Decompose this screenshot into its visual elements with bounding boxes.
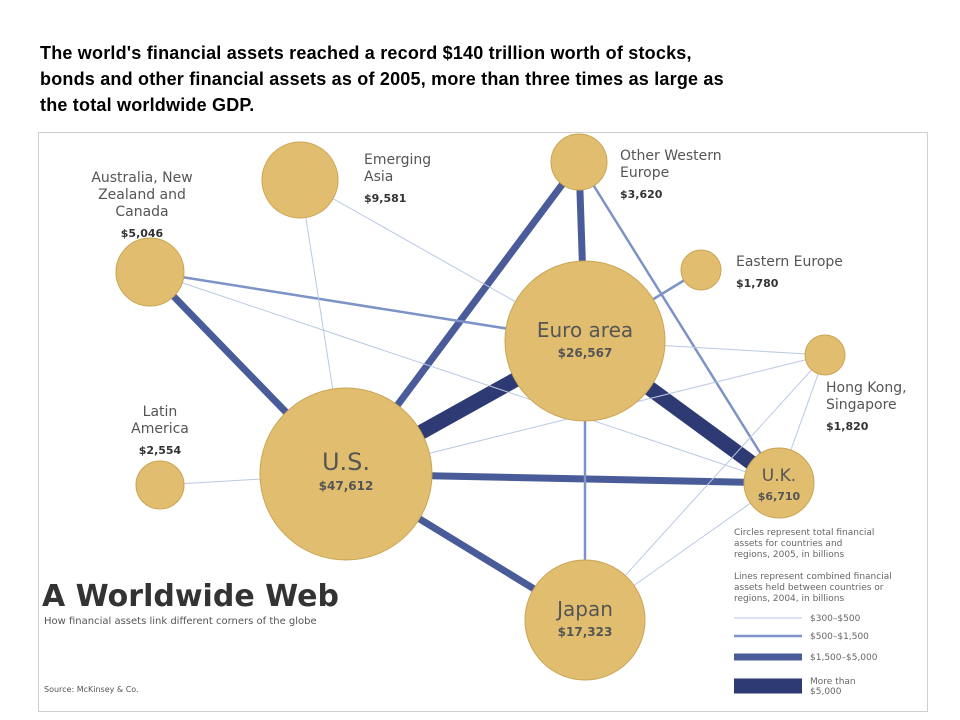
node-value-uk: $6,710 — [758, 490, 801, 503]
node-label-other-western-europe: Europe — [620, 165, 669, 181]
page-caption: The world's financial assets reached a r… — [40, 40, 940, 118]
link-other-western-europe-uk — [577, 161, 781, 484]
node-label-emerging-asia: Emerging — [364, 152, 431, 168]
node-value-emerging-asia: $9,581 — [364, 192, 406, 205]
node-label-other-western-europe: Other Western — [620, 148, 722, 164]
legend-tier-label: $300–$500 — [810, 614, 861, 624]
node-label-japan: Japan — [555, 597, 613, 621]
node-uk — [743, 447, 815, 519]
node-label-uk: U.K. — [762, 466, 796, 486]
legend-lines-note: regions, 2004, in billions — [734, 594, 844, 604]
legend-tier-label: $5,000 — [810, 687, 842, 697]
node-value-japan: $17,323 — [558, 625, 613, 639]
node-label-australia-nz-canada: Zealand and — [98, 187, 186, 203]
node-hong-kong-singapore — [804, 334, 846, 376]
node-value-us: $47,612 — [319, 479, 374, 493]
node-emerging-asia — [261, 141, 339, 219]
legend-lines-note: assets held between countries or — [734, 583, 884, 593]
link-australia-nz-canada-uk — [149, 271, 780, 484]
figure-frame — [38, 132, 928, 712]
node-label-emerging-asia: Asia — [364, 169, 393, 185]
node-value-latin-america: $2,554 — [139, 444, 182, 457]
node-label-hong-kong-singapore: Singapore — [826, 397, 897, 413]
node-other-western-europe — [550, 133, 608, 191]
caption-line: the total worldwide GDP. — [40, 95, 255, 115]
node-label-us: U.S. — [322, 448, 370, 476]
legend-tier-label: More than — [810, 677, 856, 687]
node-label-australia-nz-canada: Australia, New — [91, 170, 192, 186]
node-value-eastern-europe: $1,780 — [736, 277, 779, 290]
node-label-latin-america: Latin — [143, 404, 178, 420]
node-us — [259, 387, 433, 561]
node-label-euro-area: Euro area — [537, 318, 633, 342]
legend-circles-note: assets for countries and — [734, 539, 842, 549]
figure-subtitle: How financial assets link different corn… — [44, 616, 317, 627]
node-value-australia-nz-canada: $5,046 — [121, 227, 164, 240]
legend-tier-label: $1,500–$5,000 — [810, 653, 878, 663]
legend-circles-note: Circles represent total financial — [734, 528, 874, 538]
node-value-hong-kong-singapore: $1,820 — [826, 420, 869, 433]
node-value-euro-area: $26,567 — [558, 346, 613, 360]
node-japan — [524, 559, 646, 681]
legend-circles-note: regions, 2005, in billions — [734, 550, 844, 560]
legend-lines-note: Lines represent combined financial — [734, 572, 892, 582]
node-label-australia-nz-canada: Canada — [115, 204, 168, 220]
links-layer — [147, 159, 826, 623]
caption-line: The world's financial assets reached a r… — [40, 43, 692, 63]
node-value-other-western-europe: $3,620 — [620, 188, 663, 201]
node-australia-nz-canada — [115, 237, 185, 307]
figure-source: Source: McKinsey & Co. — [44, 685, 139, 694]
figure-title: A Worldwide Web — [42, 579, 339, 614]
node-latin-america — [135, 460, 185, 510]
caption-line: bonds and other financial assets as of 2… — [40, 69, 724, 89]
node-label-eastern-europe: Eastern Europe — [736, 254, 843, 270]
node-label-hong-kong-singapore: Hong Kong, — [826, 380, 907, 396]
node-eastern-europe — [680, 249, 722, 291]
node-euro-area — [504, 260, 666, 422]
legend-tier-label: $500–$1,500 — [810, 632, 869, 642]
node-label-latin-america: America — [131, 421, 189, 437]
